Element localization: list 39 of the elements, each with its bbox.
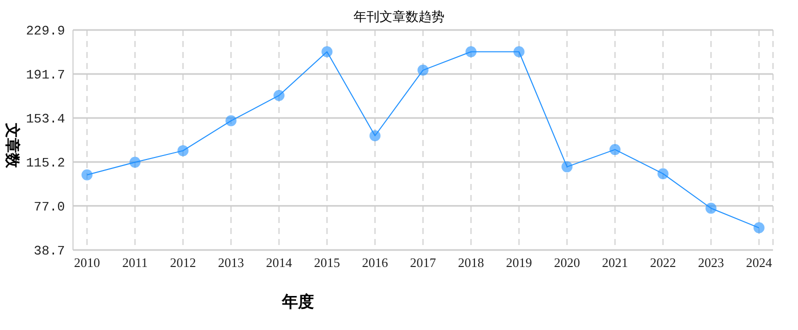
x-tick-label: 2019 (506, 255, 532, 270)
point (418, 64, 428, 76)
y-tick-label: 38.7 (34, 244, 65, 259)
y-axis-title: 文章数 (2, 122, 22, 170)
point (466, 46, 476, 58)
x-tick-label: 2022 (650, 255, 676, 270)
x-tick-label: 2015 (314, 255, 340, 270)
point (82, 169, 92, 180)
x-tick-label: 2012 (170, 255, 196, 270)
point (226, 115, 236, 126)
x-tick-label: 2014 (266, 255, 292, 270)
point (178, 145, 188, 156)
chart-title: 年刊文章数趋势 (354, 9, 444, 24)
point (754, 222, 764, 234)
x-tick-label: 2011 (122, 255, 148, 270)
point (658, 168, 668, 180)
point (610, 144, 620, 156)
y-tick-label: 115.2 (26, 156, 65, 171)
y-tick-label: 191.7 (26, 68, 65, 83)
x-tick-label: 2023 (698, 255, 724, 270)
x-tick-label: 2024 (746, 255, 772, 270)
x-axis-title: 年度 (280, 292, 315, 313)
point (274, 90, 284, 101)
x-tick-label: 2017 (410, 255, 436, 270)
y-tick-label: 153.4 (26, 112, 66, 127)
x-tick-label: 2010 (74, 255, 100, 270)
x-tick-label: 2021 (602, 255, 628, 270)
point (130, 156, 140, 168)
point (514, 46, 524, 58)
point (370, 130, 380, 142)
x-tick-label: 2020 (554, 255, 580, 270)
x-tick-label: 2013 (218, 255, 244, 270)
point (562, 161, 572, 172)
point (322, 46, 332, 58)
x-tick-label: 2018 (458, 255, 484, 270)
y-tick-label: 229.9 (26, 24, 65, 39)
y-tick-label: 77.0 (34, 200, 65, 215)
point (706, 202, 716, 214)
x-tick-label: 2016 (362, 255, 388, 270)
